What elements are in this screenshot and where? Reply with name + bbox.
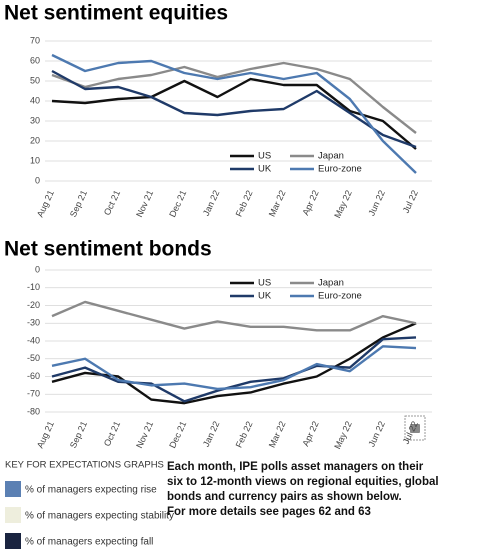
- y-tick-label: 0: [35, 175, 40, 185]
- chart-title: Net sentiment bonds: [4, 238, 212, 261]
- y-tick-label: 60: [30, 55, 40, 65]
- button-icon: [410, 424, 420, 433]
- legend-label: US: [258, 151, 271, 162]
- y-tick-label: 40: [30, 95, 40, 105]
- series-line: [51, 336, 417, 403]
- y-tick-label: -20: [27, 300, 40, 310]
- series-line: [51, 69, 417, 149]
- series-line: [51, 61, 417, 134]
- description-line: Each month, IPE polls asset managers on …: [167, 461, 424, 473]
- description-line: For more details see pages 62 and 63: [167, 506, 371, 518]
- key-label: % of managers expecting fall: [25, 537, 153, 548]
- legend-label: US: [258, 278, 271, 289]
- legend-label: Japan: [318, 278, 344, 289]
- y-tick-label: -30: [27, 318, 40, 328]
- legend-label: UK: [258, 291, 272, 302]
- y-tick-label: -10: [27, 282, 40, 292]
- y-tick-label: 10: [30, 155, 40, 165]
- chart-title: Net sentiment equities: [4, 2, 228, 25]
- series-line: [51, 53, 417, 174]
- legend-label: Euro-zone: [318, 164, 362, 175]
- y-tick-label: 20: [30, 135, 40, 145]
- y-tick-label: 30: [30, 115, 40, 125]
- description-line: six to 12-month views on regional equiti…: [167, 476, 439, 488]
- y-tick-label: -80: [27, 406, 40, 416]
- key-title: KEY FOR EXPECTATIONS GRAPHS: [5, 460, 164, 471]
- y-tick-label: -70: [27, 389, 40, 399]
- y-tick-label: 0: [35, 264, 40, 274]
- key-swatch: [5, 507, 21, 523]
- series-line: [51, 77, 417, 150]
- y-tick-label: 50: [30, 75, 40, 85]
- key-swatch: [5, 533, 21, 549]
- calendar-button[interactable]: [404, 415, 426, 441]
- series-line: [51, 345, 417, 391]
- key-swatch: [5, 481, 21, 497]
- legend-label: Japan: [318, 151, 344, 162]
- key-label: % of managers expecting rise: [25, 485, 157, 496]
- description-line: bonds and currency pairs as shown below.: [167, 491, 402, 503]
- legend-label: Euro-zone: [318, 291, 362, 302]
- legend-label: UK: [258, 164, 272, 175]
- y-tick-label: 70: [30, 35, 40, 45]
- series-line: [51, 300, 417, 332]
- y-tick-label: -50: [27, 353, 40, 363]
- y-tick-label: -60: [27, 371, 40, 381]
- y-tick-label: -40: [27, 335, 40, 345]
- key-label: % of managers expecting stability: [25, 511, 174, 522]
